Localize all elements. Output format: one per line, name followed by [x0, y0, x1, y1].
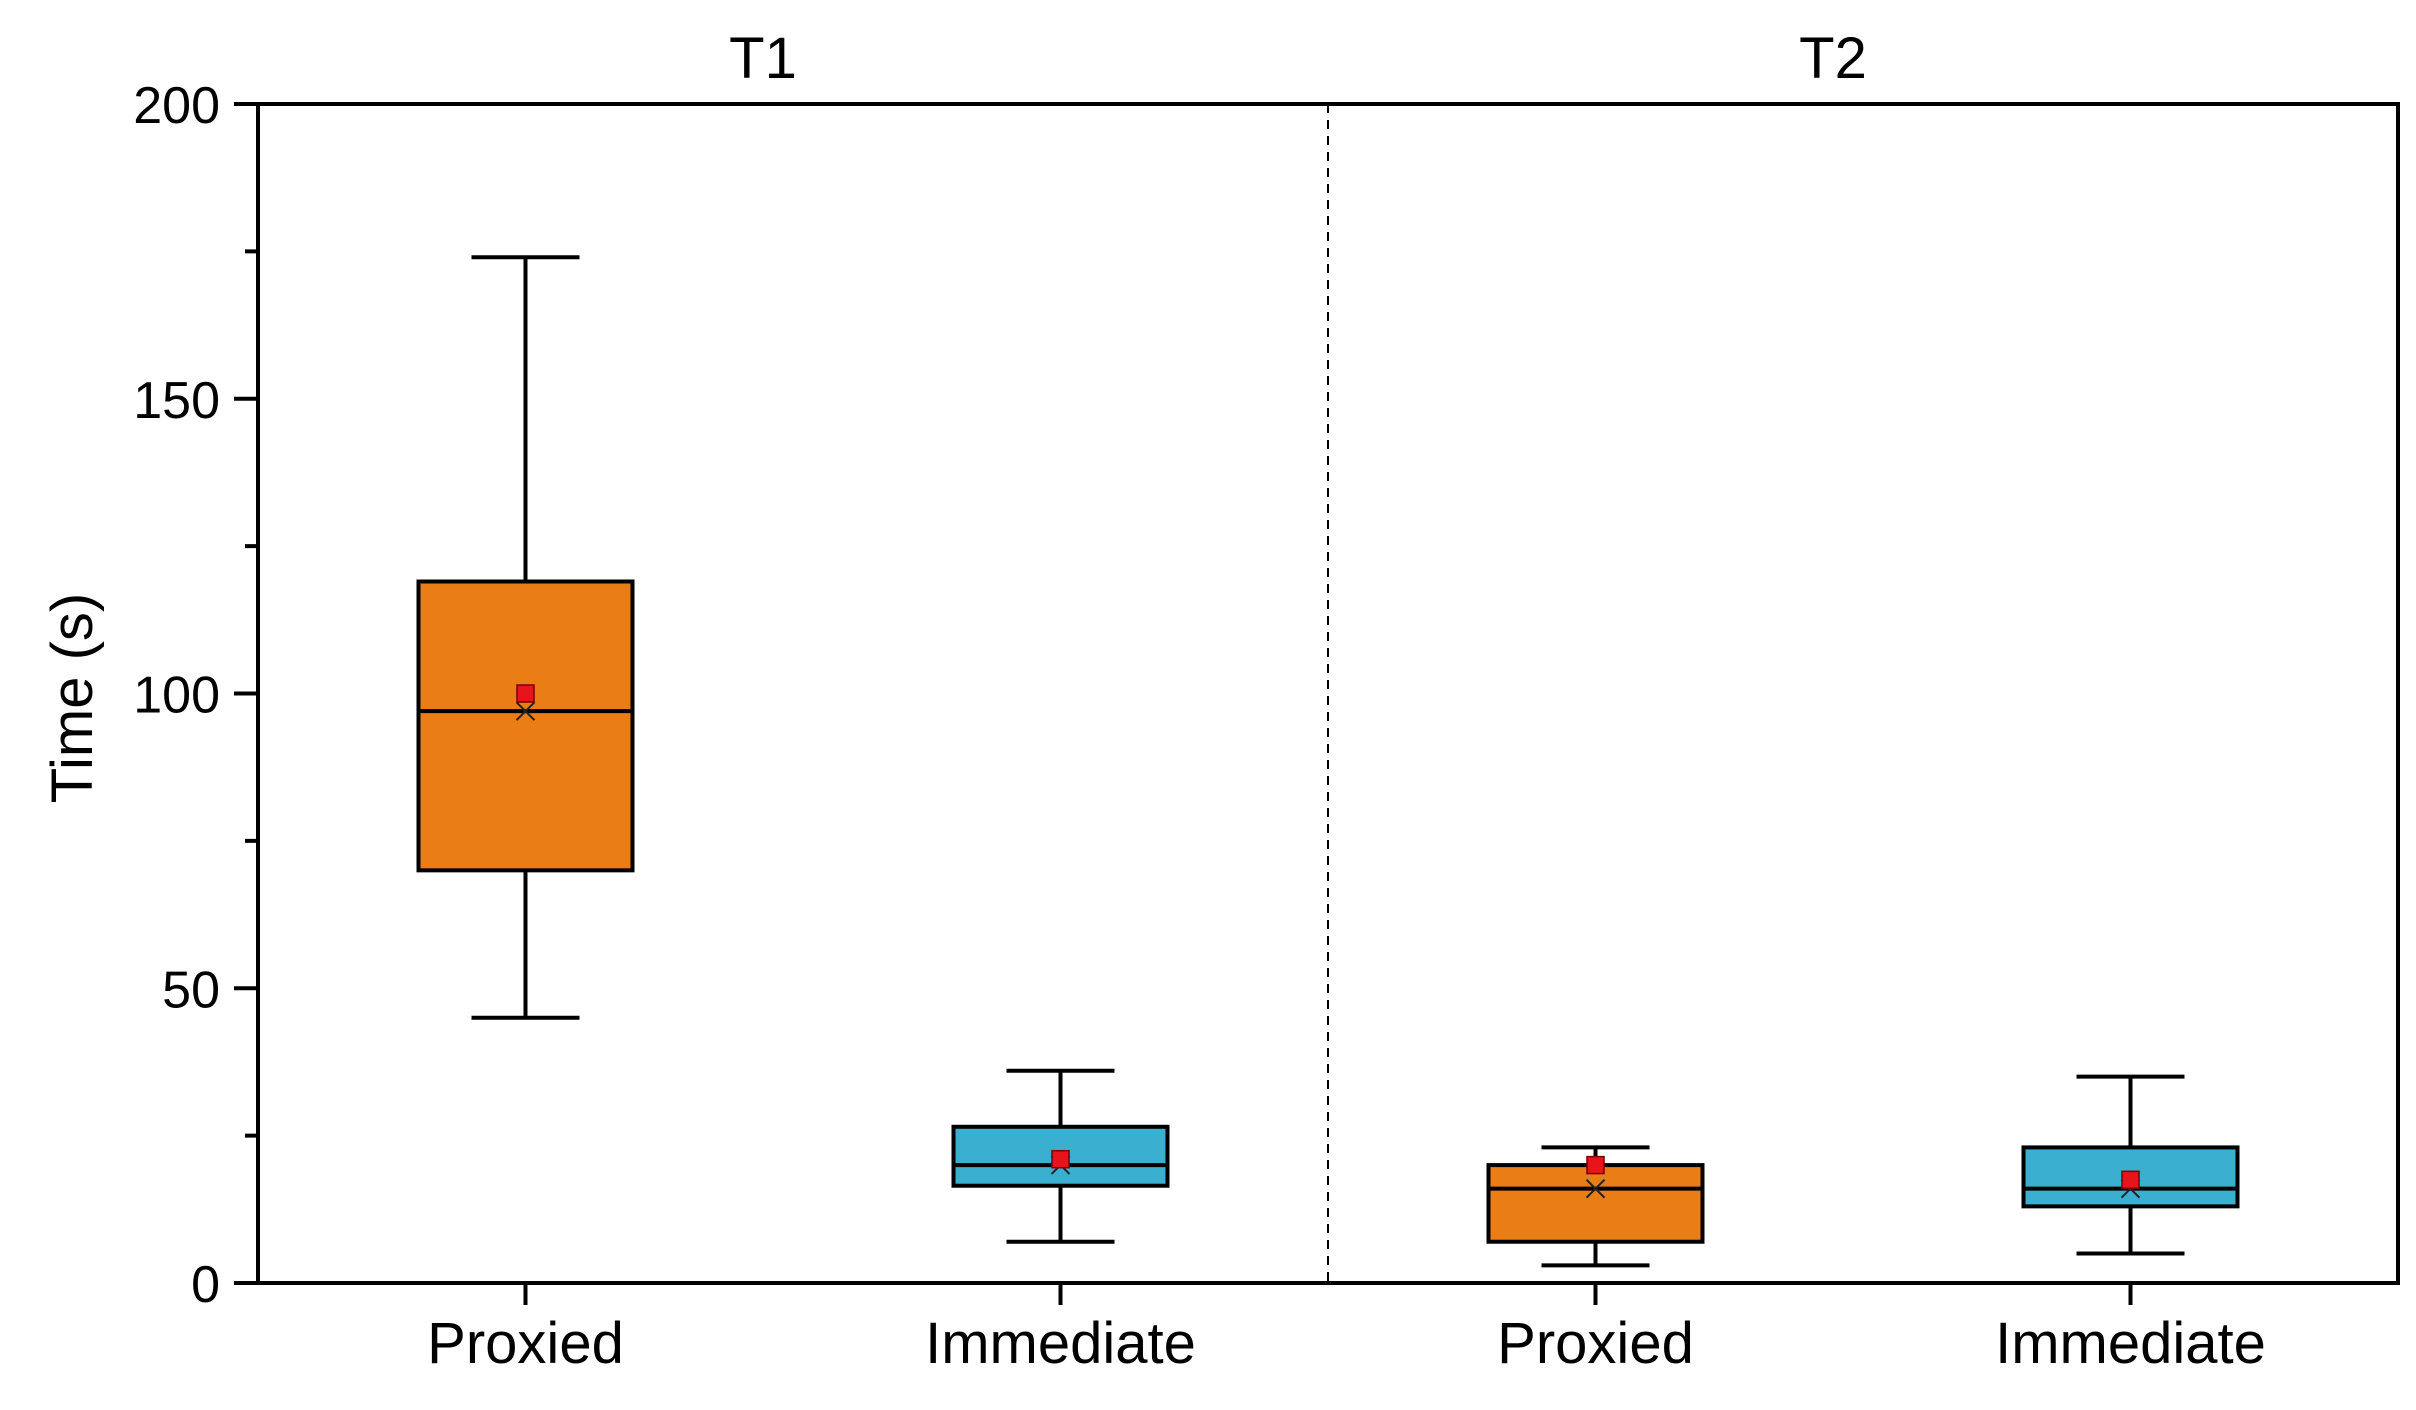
y-tick-label: 50 — [162, 961, 220, 1019]
x-tick-label-t2-proxied: Proxied — [1497, 1311, 1694, 1376]
box-t1-proxied — [416, 579, 635, 873]
x-tick-label-t1-proxied: Proxied — [427, 1311, 624, 1376]
x-tick-label-t1-immediate: Immediate — [925, 1311, 1196, 1376]
y-tick-label: 100 — [133, 667, 220, 725]
mean-marker-t1-immediate — [1051, 1149, 1070, 1169]
x-marker-t1-proxied — [515, 701, 536, 721]
mean-marker-t2-proxied — [1586, 1155, 1605, 1175]
y-axis-label: Time (s) — [40, 593, 105, 803]
group-title-t2: T2 — [1799, 26, 1867, 91]
y-tick-label: 150 — [133, 372, 220, 430]
y-tick-label: 200 — [133, 77, 220, 135]
group-title-t1: T1 — [729, 26, 797, 91]
y-tick-label: 0 — [191, 1256, 220, 1314]
mean-marker-t2-immediate — [2121, 1170, 2140, 1190]
box-t2-proxied — [1486, 1163, 1705, 1244]
x-tick-label-t2-immediate: Immediate — [1995, 1311, 2266, 1376]
mean-marker-t1-proxied — [516, 684, 535, 703]
x-marker-t2-proxied — [1585, 1178, 1606, 1199]
